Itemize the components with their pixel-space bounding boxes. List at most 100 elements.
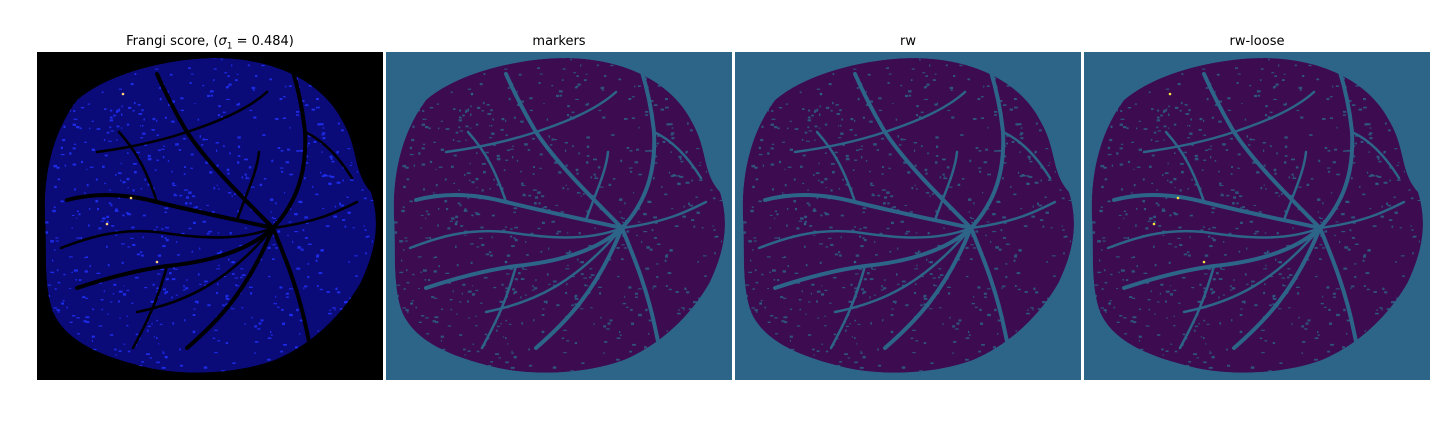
texture-speck [204,284,208,286]
texture-speck [1278,64,1280,67]
texture-speck [1027,309,1029,311]
texture-speck [567,105,570,108]
texture-speck [292,240,294,244]
texture-speck [1272,342,1276,344]
texture-speck [542,308,545,310]
texture-speck [91,120,94,122]
texture-speck [251,86,256,90]
texture-speck [132,243,136,246]
texture-speck [186,196,190,199]
texture-speck [906,230,911,233]
texture-speck [1220,194,1225,197]
texture-speck [471,181,475,184]
texture-speck [912,329,916,331]
texture-speck [121,261,124,264]
texture-speck [499,300,503,303]
highlight-point [1168,92,1172,96]
texture-speck [250,186,255,188]
texture-speck [156,159,160,161]
texture-speck [631,322,634,325]
texture-speck [528,364,533,367]
texture-speck [997,149,1001,152]
texture-speck [1358,108,1363,111]
texture-speck [411,138,415,142]
texture-speck [952,352,955,354]
texture-speck [273,302,277,305]
texture-speck [907,171,911,174]
texture-speck [1300,116,1304,119]
texture-speck [771,110,774,112]
texture-speck [1121,188,1123,191]
texture-speck [244,173,247,176]
texture-speck [425,237,430,239]
texture-speck [222,145,224,147]
highlight-point [1152,222,1156,226]
texture-speck [325,175,329,177]
texture-speck [1278,195,1280,197]
texture-speck [872,193,874,195]
texture-speck [421,163,426,166]
texture-speck [422,110,425,112]
texture-speck [1109,138,1113,142]
texture-speck [201,144,204,146]
texture-speck [1122,279,1125,281]
highlight-point [827,196,831,200]
texture-speck [1020,137,1024,140]
texture-speck [121,243,125,245]
texture-speck [116,109,120,112]
texture-speck [270,330,272,334]
texture-speck [1199,117,1203,121]
texture-speck [1148,308,1151,311]
texture-speck [856,87,860,89]
texture-speck [933,285,938,287]
texture-speck [1187,125,1189,127]
texture-speck [1375,175,1379,177]
texture-speck [455,245,457,248]
texture-speck [178,149,182,151]
texture-speck [1116,321,1120,323]
texture-speck [526,254,529,256]
texture-speck [548,283,551,285]
texture-speck [992,231,997,233]
texture-speck [828,237,832,239]
texture-speck [1280,193,1283,195]
texture-speck [854,319,856,322]
texture-speck [1101,288,1104,290]
vessel-branch [155,72,275,230]
texture-speck [52,310,54,312]
texture-speck [1230,189,1235,191]
texture-speck [91,339,93,342]
texture-speck [1261,352,1265,354]
texture-speck [608,183,612,186]
texture-speck [102,217,106,220]
texture-speck [525,241,527,243]
texture-speck [1208,235,1211,238]
texture-speck [297,246,301,249]
texture-speck [533,287,538,290]
texture-speck [538,82,541,84]
texture-speck [194,300,199,303]
texture-speck [1016,272,1021,275]
texture-speck [1034,151,1036,154]
texture-speck [85,256,89,258]
texture-speck [819,105,821,108]
texture-speck [1095,294,1097,298]
vessel-branch [933,150,959,222]
texture-speck [821,285,823,287]
texture-speck [229,152,231,155]
texture-speck [1185,338,1188,340]
texture-speck [1182,344,1184,346]
texture-speck [489,188,491,190]
texture-speck [113,114,116,117]
texture-speck [328,182,331,184]
texture-speck [98,227,102,230]
texture-speck [464,354,466,356]
texture-speck [805,313,807,315]
texture-speck [1316,78,1320,81]
texture-speck [915,283,917,286]
texture-speck [69,321,73,323]
texture-speck [1318,216,1321,219]
texture-speck [221,370,226,372]
texture-speck [1119,147,1123,150]
texture-speck [1263,291,1266,295]
